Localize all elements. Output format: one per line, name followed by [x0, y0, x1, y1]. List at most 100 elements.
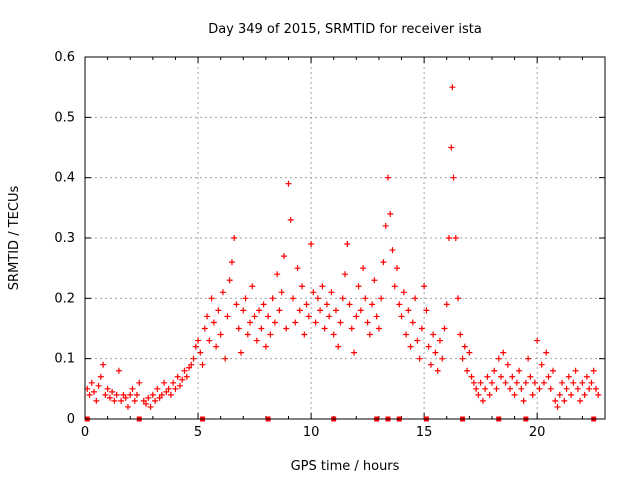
y-tick-label: 0.3 [54, 231, 75, 246]
data-point [303, 301, 310, 308]
data-point [147, 403, 154, 410]
y-tick-label: 0.1 [54, 352, 75, 367]
data-point [516, 367, 523, 374]
data-point [464, 367, 471, 374]
data-point [253, 337, 260, 344]
data-point [256, 307, 263, 314]
data-point [552, 397, 559, 404]
data-point [572, 367, 579, 374]
data-point [488, 379, 495, 386]
data-point [199, 361, 206, 368]
data-point [446, 235, 452, 241]
data-point [181, 367, 188, 374]
data-point [430, 331, 437, 338]
data-point [208, 295, 215, 302]
data-point [290, 295, 296, 302]
data-point [113, 391, 120, 398]
data-point [412, 295, 419, 302]
data-point [443, 301, 450, 308]
data-point [588, 379, 595, 386]
data-point [409, 319, 416, 326]
data-point [271, 319, 278, 326]
data-point [583, 373, 590, 380]
data-point [292, 319, 299, 326]
data-point [319, 283, 326, 290]
data-point [375, 325, 382, 332]
data-point [312, 319, 319, 326]
data-point [348, 325, 355, 332]
data-point [97, 373, 104, 380]
data-point [143, 400, 150, 407]
data-point [416, 355, 423, 362]
data-point [561, 397, 568, 404]
data-point [504, 361, 511, 368]
data-point [342, 271, 348, 278]
data-point [249, 283, 256, 290]
data-point [95, 382, 102, 389]
data-point [421, 283, 428, 290]
data-point [520, 397, 527, 404]
data-point [452, 235, 459, 241]
x-tick-label: 20 [529, 425, 546, 440]
data-point [192, 343, 199, 350]
data-point [455, 295, 462, 302]
data-point [91, 388, 98, 395]
data-point [308, 241, 315, 248]
data-point [522, 379, 529, 386]
data-point [228, 259, 235, 266]
data-point [344, 241, 351, 248]
data-point [477, 379, 484, 386]
data-point [305, 313, 312, 320]
data-point [332, 307, 339, 314]
data-point [418, 325, 425, 332]
data-point [251, 313, 258, 320]
data-point [88, 379, 95, 386]
y-tick-label: 0.5 [54, 110, 75, 125]
data-point [287, 216, 294, 223]
data-point [106, 394, 113, 401]
plot-frame [84, 56, 606, 420]
data-point [545, 373, 552, 380]
data-point [299, 283, 306, 290]
data-point [337, 319, 344, 326]
data-point [353, 313, 360, 320]
data-point [357, 307, 364, 314]
data-point [466, 349, 473, 356]
data-point [134, 391, 140, 398]
data-point [511, 391, 518, 398]
data-point [100, 361, 107, 368]
data-point [321, 325, 328, 332]
data-point [543, 349, 550, 356]
data-point [339, 295, 346, 302]
data-point [167, 391, 174, 398]
data-point [127, 391, 134, 398]
data-point [414, 337, 421, 344]
data-point [285, 180, 292, 187]
data-point [219, 289, 226, 296]
data-point [369, 301, 376, 308]
data-point [260, 301, 267, 308]
data-point [129, 385, 136, 392]
data-point [238, 349, 244, 356]
data-point [500, 349, 507, 356]
data-point [244, 331, 251, 338]
data-point [364, 319, 371, 326]
data-point [204, 313, 211, 320]
data-point [550, 367, 556, 374]
data-point [577, 397, 584, 404]
data-point [527, 373, 534, 380]
data-point [484, 373, 491, 380]
data-point [317, 307, 324, 314]
y-tick-label: 0.4 [54, 171, 75, 186]
data-point [206, 337, 213, 344]
data-point [531, 379, 538, 386]
data-point [398, 313, 405, 320]
data-point [468, 373, 475, 380]
data-point [579, 379, 586, 386]
data-point [215, 307, 222, 314]
data-point [586, 385, 593, 392]
data-point [387, 210, 394, 217]
data-point [540, 379, 547, 386]
data-point [592, 385, 599, 392]
data-point [380, 259, 387, 266]
